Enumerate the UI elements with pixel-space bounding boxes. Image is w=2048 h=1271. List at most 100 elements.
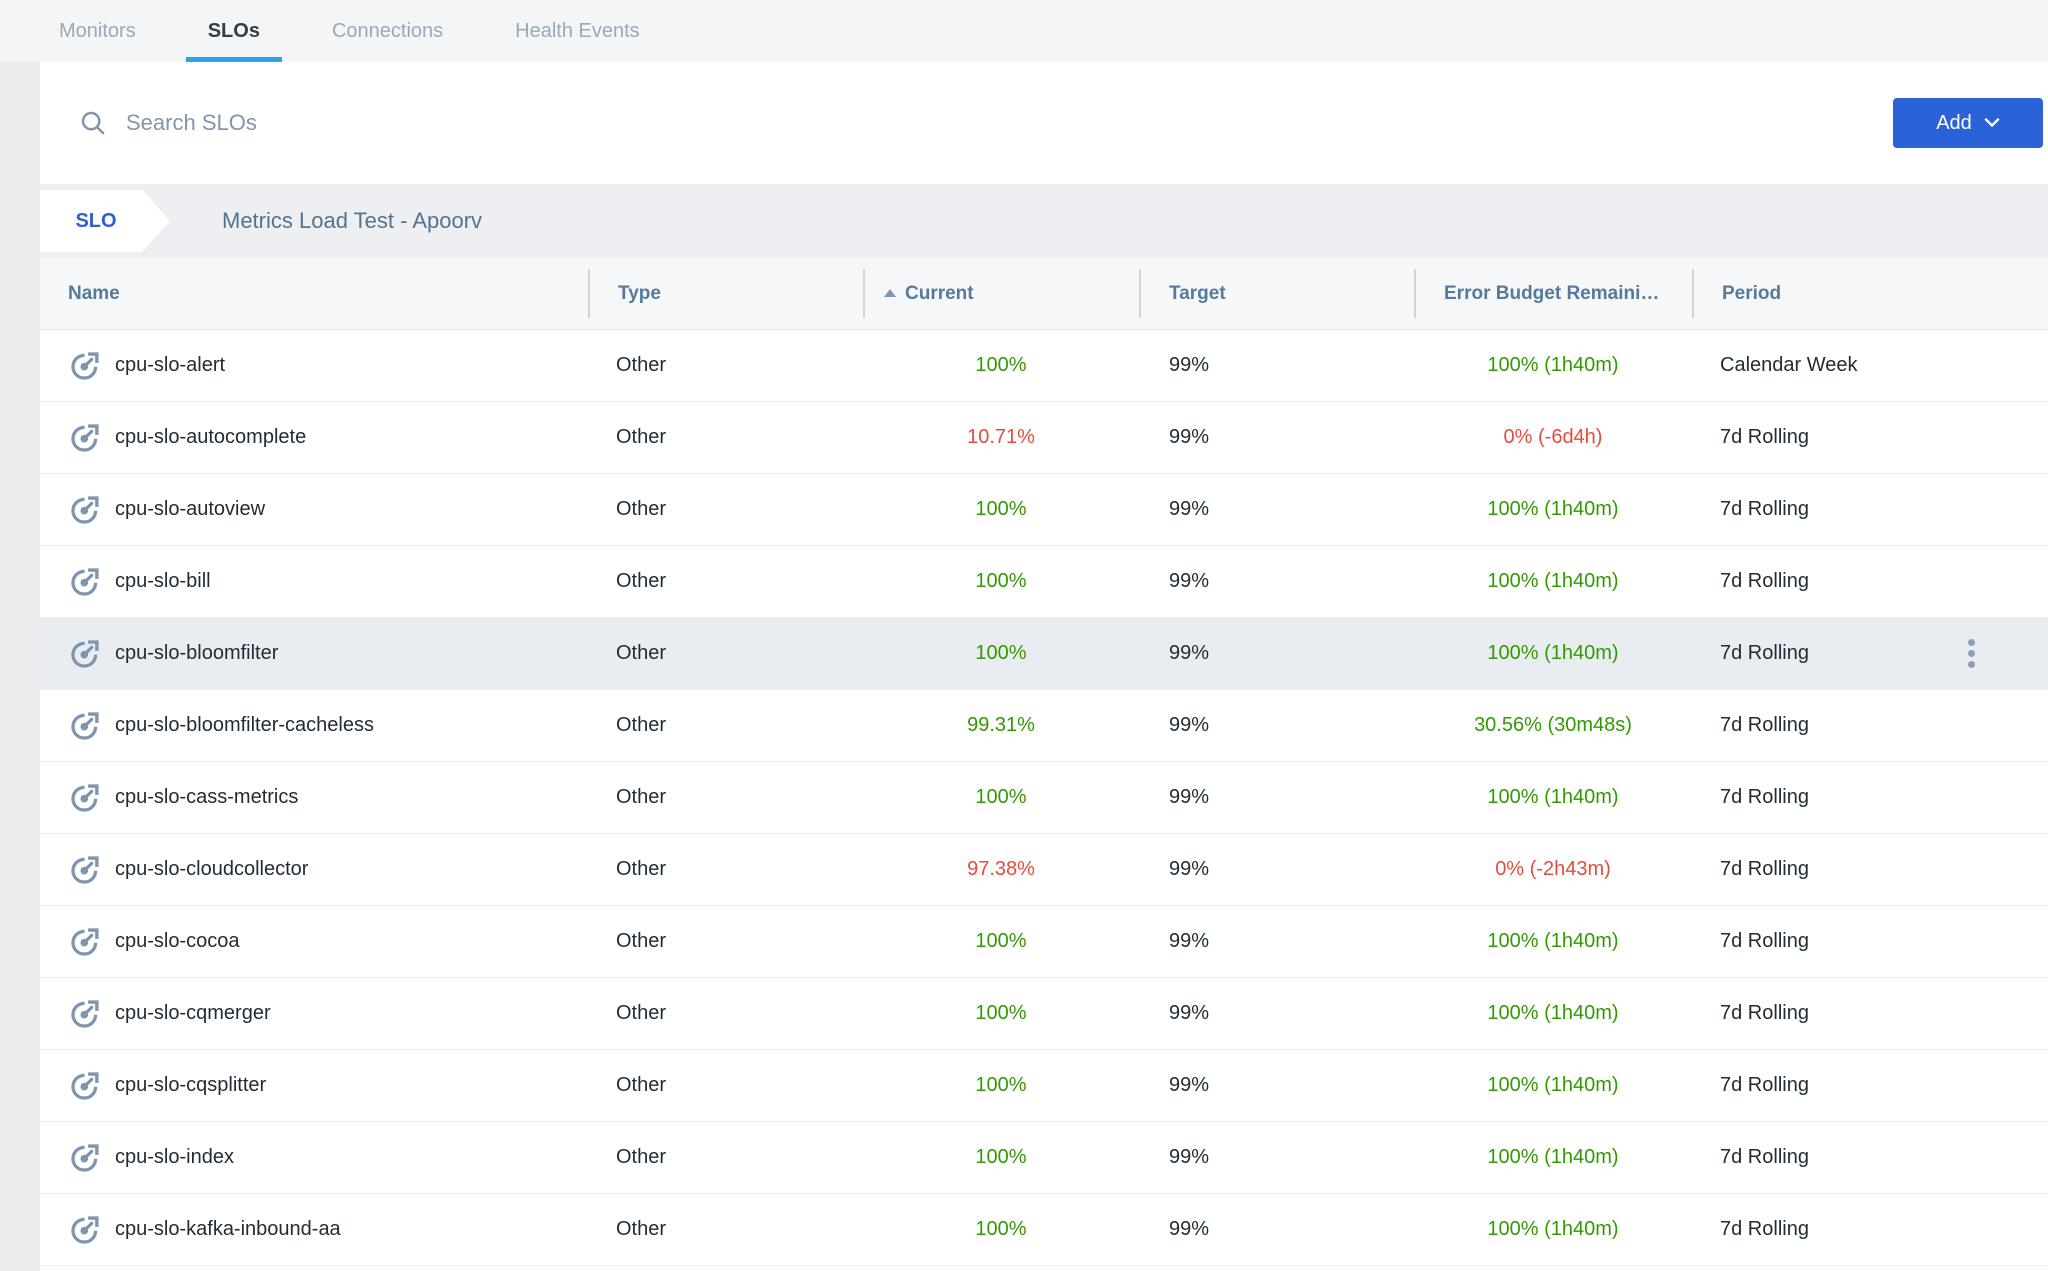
slo-name: cpu-slo-autoview bbox=[115, 498, 266, 520]
column-header-error-budget-label: Error Budget Remaini… bbox=[1444, 282, 1660, 304]
slo-current-value: 100% bbox=[975, 786, 1027, 808]
slo-error-budget-value: 100% (1h40m) bbox=[1487, 642, 1619, 664]
column-header-spacer bbox=[2043, 258, 2048, 329]
slo-error-budget-value: 100% (1h40m) bbox=[1487, 786, 1619, 808]
table-row[interactable]: cpu-slo-bill Other 100% 99% 100% (1h40m)… bbox=[40, 546, 2048, 618]
slo-name: cpu-slo-alert bbox=[115, 354, 226, 376]
column-header-name[interactable]: Name bbox=[40, 258, 588, 329]
slo-target-icon bbox=[68, 1069, 102, 1103]
slo-target-icon bbox=[68, 637, 102, 671]
column-header-period[interactable]: Period bbox=[1692, 258, 2043, 329]
table-row[interactable]: cpu-slo-cqmerger Other 100% 99% 100% (1h… bbox=[40, 978, 2048, 1050]
slo-name: cpu-slo-kafka-inbound-aa bbox=[115, 1218, 341, 1240]
slo-target-icon bbox=[68, 349, 102, 383]
name-cell: cpu-slo-cocoa bbox=[40, 906, 588, 977]
column-header-target[interactable]: Target bbox=[1139, 258, 1414, 329]
table-row[interactable]: cpu-slo-kafka-inbound-aa Other 100% 99% … bbox=[40, 1194, 2048, 1266]
name-cell: cpu-slo-cqsplitter bbox=[40, 1050, 588, 1121]
name-cell: cpu-slo-bloomfilter-cacheless bbox=[40, 690, 588, 761]
table-row[interactable]: cpu-slo-alert Other 100% 99% 100% (1h40m… bbox=[40, 330, 2048, 402]
tab-label: Connections bbox=[331, 19, 444, 42]
column-header-period-label: Period bbox=[1722, 282, 1782, 304]
slo-error-budget-value: 100% (1h40m) bbox=[1487, 1218, 1619, 1240]
slo-name: cpu-slo-index bbox=[115, 1146, 234, 1168]
slo-period: 7d Rolling bbox=[1720, 1218, 1809, 1240]
name-cell: cpu-slo-bill bbox=[40, 546, 588, 617]
slo-target-icon bbox=[68, 421, 102, 455]
slo-current-value: 100% bbox=[975, 1218, 1027, 1240]
table-header: Name Type Current Target Error Budget Re… bbox=[40, 258, 2048, 330]
slo-target-value: 99% bbox=[1169, 930, 1210, 952]
slo-target-value: 99% bbox=[1169, 498, 1210, 520]
slo-period: 7d Rolling bbox=[1720, 930, 1809, 952]
slo-type: Other bbox=[616, 930, 667, 952]
slo-error-budget-value: 100% (1h40m) bbox=[1487, 1074, 1619, 1096]
slo-error-budget-value: 100% (1h40m) bbox=[1487, 498, 1619, 520]
slo-type: Other bbox=[616, 786, 667, 808]
slo-period: 7d Rolling bbox=[1720, 426, 1809, 448]
slo-error-budget-value: 100% (1h40m) bbox=[1487, 1002, 1619, 1024]
column-header-target-label: Target bbox=[1169, 282, 1226, 304]
column-header-error-budget[interactable]: Error Budget Remaini… bbox=[1414, 258, 1692, 329]
slo-name: cpu-slo-cqmerger bbox=[115, 1002, 271, 1024]
slo-error-budget-value: 100% (1h40m) bbox=[1487, 1146, 1619, 1168]
tab-monitors[interactable]: Monitors bbox=[37, 0, 158, 62]
column-header-current-label: Current bbox=[905, 282, 974, 304]
name-cell: cpu-slo-index bbox=[40, 1122, 588, 1193]
slo-error-budget-value: 100% (1h40m) bbox=[1487, 930, 1619, 952]
slo-target-value: 99% bbox=[1169, 1074, 1210, 1096]
tab-bar: Monitors SLOs Connections Health Events bbox=[0, 0, 2048, 62]
name-cell: cpu-slo-cloudcollector bbox=[40, 834, 588, 905]
slo-target-icon bbox=[68, 1213, 102, 1247]
slo-current-value: 100% bbox=[975, 1074, 1027, 1096]
breadcrumb-slo-tag-label: SLO bbox=[75, 209, 117, 232]
breadcrumb: SLO Metrics Load Test - Apoorv bbox=[40, 184, 2048, 258]
tab-slos[interactable]: SLOs bbox=[185, 0, 283, 62]
slo-target-icon bbox=[68, 853, 102, 887]
column-header-type[interactable]: Type bbox=[588, 258, 863, 329]
table-row[interactable]: cpu-slo-cass-metrics Other 100% 99% 100%… bbox=[40, 762, 2048, 834]
column-header-current[interactable]: Current bbox=[863, 258, 1139, 329]
search-input[interactable] bbox=[126, 110, 1026, 136]
name-cell: cpu-slo-kafka-inbound-aa bbox=[40, 1194, 588, 1265]
search-box[interactable] bbox=[78, 108, 1893, 138]
slo-target-value: 99% bbox=[1169, 786, 1210, 808]
slo-error-budget-value: 100% (1h40m) bbox=[1487, 354, 1619, 376]
slo-target-value: 99% bbox=[1169, 1146, 1210, 1168]
slo-type: Other bbox=[616, 570, 667, 592]
slo-name: cpu-slo-cloudcollector bbox=[115, 858, 309, 880]
table-row[interactable]: cpu-slo-bloomfilter-cacheless Other 99.3… bbox=[40, 690, 2048, 762]
tab-connections[interactable]: Connections bbox=[310, 0, 465, 62]
slo-period: 7d Rolling bbox=[1720, 1002, 1809, 1024]
search-icon bbox=[78, 108, 108, 138]
slo-current-value: 100% bbox=[975, 1146, 1027, 1168]
tab-label: SLOs bbox=[207, 19, 260, 42]
row-actions-kebab-icon[interactable] bbox=[1956, 618, 1986, 689]
table-row[interactable]: cpu-slo-bloomfilter Other 100% 99% 100% … bbox=[40, 618, 2048, 690]
table-row[interactable]: cpu-slo-autoview Other 100% 99% 100% (1h… bbox=[40, 474, 2048, 546]
slo-type: Other bbox=[616, 714, 667, 736]
page-title: Metrics Load Test - Apoorv bbox=[222, 208, 483, 233]
slo-period: 7d Rolling bbox=[1720, 714, 1809, 736]
slo-current-value: 100% bbox=[975, 498, 1027, 520]
slo-current-value: 100% bbox=[975, 1002, 1027, 1024]
table-row[interactable]: cpu-slo-cocoa Other 100% 99% 100% (1h40m… bbox=[40, 906, 2048, 978]
slo-current-value: 10.71% bbox=[967, 426, 1035, 448]
name-cell: cpu-slo-cass-metrics bbox=[40, 762, 588, 833]
tab-health-events[interactable]: Health Events bbox=[493, 0, 662, 62]
slo-current-value: 97.38% bbox=[967, 858, 1035, 880]
breadcrumb-slo-tag[interactable]: SLO bbox=[40, 190, 170, 252]
slo-target-icon bbox=[68, 565, 102, 599]
slo-target-value: 99% bbox=[1169, 714, 1210, 736]
slo-target-icon bbox=[68, 997, 102, 1031]
add-button[interactable]: Add bbox=[1893, 98, 2043, 148]
slo-target-icon bbox=[68, 781, 102, 815]
table-row[interactable]: cpu-slo-cloudcollector Other 97.38% 99% … bbox=[40, 834, 2048, 906]
slo-target-value: 99% bbox=[1169, 426, 1210, 448]
slo-name: cpu-slo-bloomfilter-cacheless bbox=[115, 714, 374, 736]
slo-target-value: 99% bbox=[1169, 354, 1210, 376]
slo-error-budget-value: 0% (-2h43m) bbox=[1495, 858, 1611, 880]
table-row[interactable]: cpu-slo-index Other 100% 99% 100% (1h40m… bbox=[40, 1122, 2048, 1194]
table-row[interactable]: cpu-slo-cqsplitter Other 100% 99% 100% (… bbox=[40, 1050, 2048, 1122]
table-row[interactable]: cpu-slo-autocomplete Other 10.71% 99% 0%… bbox=[40, 402, 2048, 474]
